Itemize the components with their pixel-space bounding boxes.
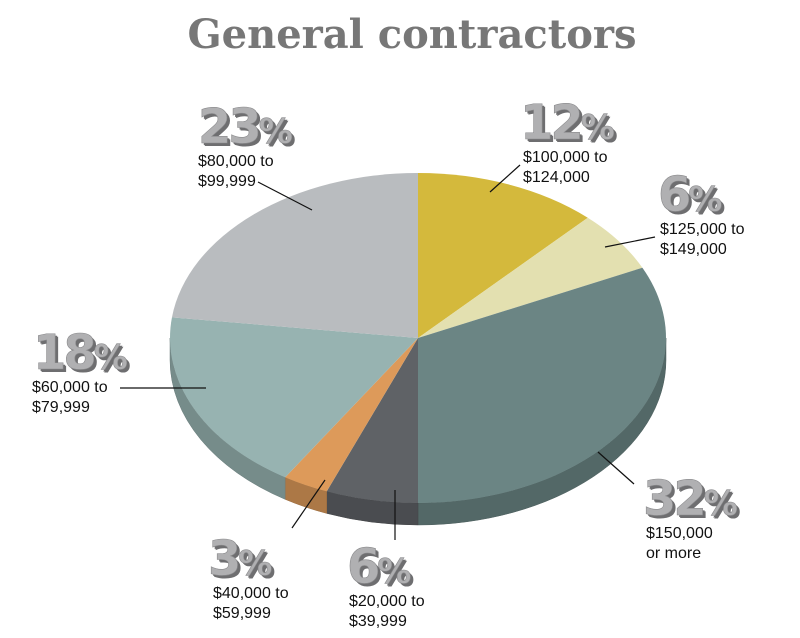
pie-slice [285,338,418,492]
range-line: $80,000 to [198,153,274,170]
percent-label: 6% [658,167,723,223]
range-label: $40,000 to $59,999 [213,584,289,624]
range-line: $150,000 [646,525,713,542]
leader-line [291,479,326,529]
range-line: $59,999 [213,605,271,622]
pie-slice [418,267,666,503]
range-line: $20,000 to [349,593,425,610]
range-line: $99,999 [198,173,256,190]
leader-line [257,181,313,211]
percent-label: 23% [198,99,293,155]
range-line: $79,999 [32,399,90,416]
range-line: $125,000 to [660,221,745,238]
percent-label: 12% [520,95,615,151]
range-line: $39,999 [349,613,407,630]
range-line: $40,000 to [213,585,289,602]
range-label: $20,000 to $39,999 [349,592,425,632]
pie-slice [418,217,643,338]
pie-slice [171,173,418,338]
pie-slice [418,173,588,338]
range-line: $60,000 to [32,379,108,396]
chart-title: General contractors [188,11,637,58]
leader-line [597,451,635,485]
range-label: $125,000 to $149,000 [660,220,745,260]
range-label: $150,000 or more [646,524,713,564]
percent-label: 3% [208,531,273,587]
range-line: $149,000 [660,241,727,258]
range-line: or more [646,545,702,562]
range-line: $100,000 to [523,149,608,166]
range-label: $100,000 to $124,000 [523,148,608,188]
leader-line [489,164,521,193]
percent-label: 6% [347,539,412,595]
pie-slice [326,338,418,503]
range-label: $80,000 to $99,999 [198,152,274,192]
percent-label: 32% [643,471,738,527]
leader-line [604,236,656,248]
pie-slice [169,317,418,478]
range-label: $60,000 to $79,999 [32,378,108,418]
percent-label: 18% [33,325,128,381]
range-line: $124,000 [523,169,590,186]
